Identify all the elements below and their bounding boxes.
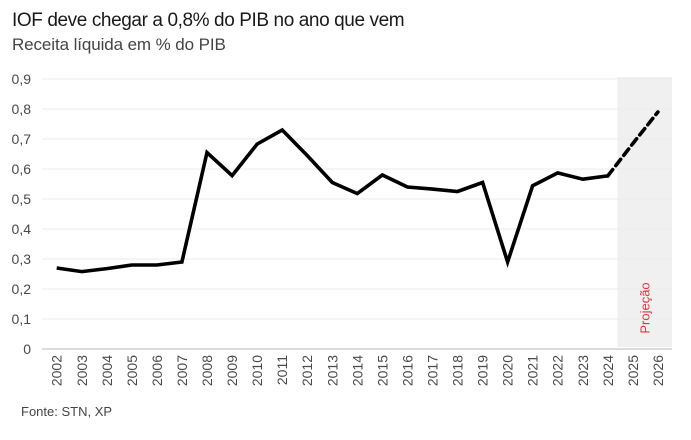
x-tick-label: 2012	[299, 355, 315, 386]
x-tick-label: 2025	[625, 355, 641, 386]
x-tick-label: 2024	[600, 355, 616, 386]
x-tick-label: 2010	[249, 355, 265, 386]
x-tick-label: 2007	[174, 355, 190, 386]
source-note: Fonte: STN, XP	[21, 404, 113, 419]
x-tick-label: 2015	[374, 355, 390, 386]
x-tick-label: 2002	[49, 355, 65, 386]
y-tick-label: 0,3	[12, 251, 32, 267]
x-tick-label: 2003	[74, 355, 90, 386]
y-tick-label: 0,2	[12, 281, 32, 297]
x-tick-label: 2026	[650, 355, 666, 386]
y-tick-label: 0,4	[12, 221, 32, 237]
x-tick-label: 2016	[399, 355, 415, 386]
x-tick-label: 2014	[349, 355, 365, 386]
x-tick-label: 2006	[149, 355, 165, 386]
projection-label: Projeção	[637, 282, 652, 333]
y-tick-label: 0,7	[12, 131, 32, 147]
x-tick-label: 2017	[424, 355, 440, 386]
x-tick-label: 2023	[575, 355, 591, 386]
x-tick-label: 2021	[525, 355, 541, 386]
x-tick-label: 2019	[475, 355, 491, 386]
x-tick-label: 2020	[500, 355, 516, 386]
projection-line	[606, 110, 660, 178]
x-tick-label: 2004	[99, 355, 115, 386]
x-tick-label: 2011	[274, 355, 290, 385]
chart-subtitle: Receita líquida em % do PIB	[12, 35, 226, 54]
y-tick-label: 0	[23, 341, 31, 357]
x-tick-label: 2005	[124, 355, 140, 386]
y-tick-label: 0,8	[12, 101, 32, 117]
y-tick-label: 0,5	[12, 191, 32, 207]
x-tick-label: 2013	[324, 355, 340, 386]
y-tick-label: 0,1	[12, 311, 32, 327]
y-tick-label: 0,9	[12, 71, 32, 87]
x-tick-label: 2008	[199, 355, 215, 386]
projection-shade	[617, 77, 672, 347]
x-tick-label: 2018	[450, 355, 466, 386]
x-tick-label: 2009	[224, 355, 240, 386]
chart-title: IOF deve chegar a 0,8% do PIB no ano que…	[12, 10, 405, 31]
x-tick-label: 2022	[550, 355, 566, 386]
series-line	[56, 127, 609, 274]
y-tick-label: 0,6	[12, 161, 32, 177]
